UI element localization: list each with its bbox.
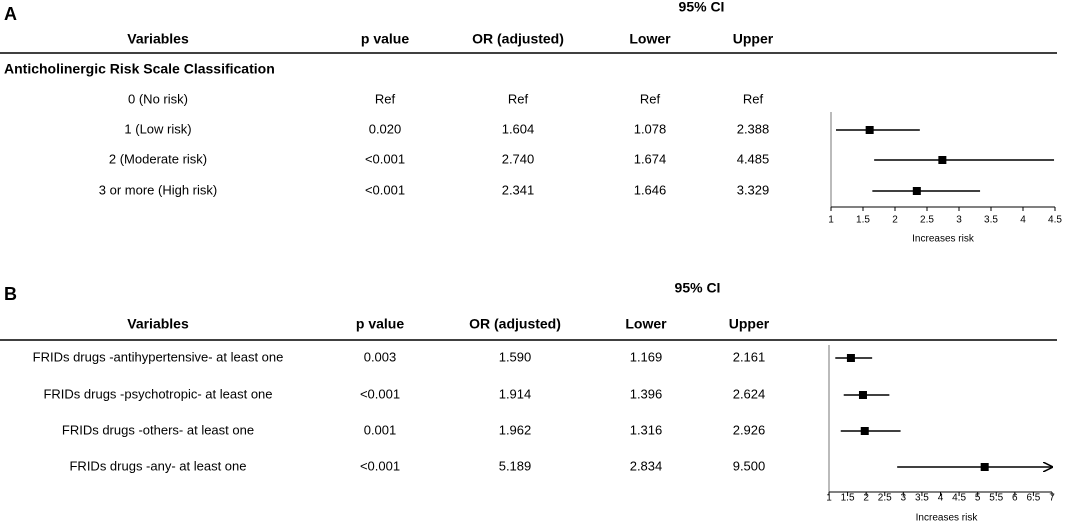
row-label: 1 (Low risk)	[124, 121, 191, 136]
p-value: <0.001	[365, 151, 405, 166]
column-header: Variables	[127, 31, 189, 47]
x-tick-label: 6	[1012, 493, 1018, 504]
column-header: Lower	[629, 31, 671, 47]
x-tick-label: 1	[828, 215, 834, 226]
x-tick-label: 5	[975, 493, 981, 504]
or-marker	[865, 126, 874, 134]
ci-upper: 4.485	[737, 151, 770, 166]
column-header: OR (adjusted)	[469, 316, 561, 332]
panel-label: B	[4, 284, 17, 304]
p-value: 0.020	[369, 121, 402, 136]
or-marker	[846, 354, 855, 362]
ci-upper: 2.388	[737, 121, 770, 136]
odds-ratio: 1.604	[502, 121, 535, 136]
x-tick-label: 2	[863, 493, 869, 504]
ci-upper: Ref	[743, 91, 764, 106]
x-tick-label: 3.5	[915, 493, 929, 504]
or-marker	[980, 463, 989, 471]
p-value: Ref	[375, 91, 396, 106]
p-value: 0.003	[364, 349, 397, 364]
or-marker	[912, 187, 921, 195]
odds-ratio: 1.962	[499, 422, 532, 437]
x-tick-label: 4	[938, 493, 944, 504]
column-header: Upper	[729, 316, 770, 332]
x-tick-label: 3	[901, 493, 907, 504]
x-tick-label: 3.5	[984, 215, 998, 226]
p-value: <0.001	[360, 458, 400, 473]
row-label: 3 or more (High risk)	[99, 182, 217, 197]
odds-ratio: 2.341	[502, 182, 535, 197]
or-marker	[938, 156, 947, 164]
row-label: FRIDs drugs -antihypertensive- at least …	[33, 349, 284, 364]
ci-upper: 3.329	[737, 182, 770, 197]
ci-upper: 2.161	[733, 349, 766, 364]
ci-lower: 1.674	[634, 151, 667, 166]
column-header: Variables	[127, 316, 189, 332]
ci-upper: 9.500	[733, 458, 766, 473]
row-label: 0 (No risk)	[128, 91, 188, 106]
x-tick-label: 7	[1049, 493, 1055, 504]
column-header: OR (adjusted)	[472, 31, 564, 47]
x-tick-label: 2.5	[878, 493, 892, 504]
or-marker	[858, 391, 867, 399]
column-header: p value	[356, 316, 404, 332]
ci-upper: 2.624	[733, 386, 766, 401]
x-tick-label: 6.5	[1026, 493, 1040, 504]
x-tick-label: 4.5	[952, 493, 966, 504]
x-axis-label: Increases risk	[916, 513, 979, 524]
ci-lower: 1.169	[630, 349, 663, 364]
odds-ratio: 2.740	[502, 151, 535, 166]
x-tick-label: 1	[826, 493, 832, 504]
ci-lower: 1.396	[630, 386, 663, 401]
x-tick-label: 4.5	[1048, 215, 1062, 226]
ci-header: 95% CI	[679, 0, 725, 15]
row-label: FRIDs drugs -psychotropic- at least one	[43, 386, 272, 401]
x-tick-label: 2	[892, 215, 898, 226]
ci-lower: 1.646	[634, 182, 667, 197]
ci-lower: 1.316	[630, 422, 663, 437]
x-tick-label: 2.5	[920, 215, 934, 226]
p-value: <0.001	[360, 386, 400, 401]
ci-header: 95% CI	[675, 280, 721, 296]
x-tick-label: 5.5	[989, 493, 1003, 504]
column-header: Lower	[625, 316, 667, 332]
ci-upper: 2.926	[733, 422, 766, 437]
ci-lower: 2.834	[630, 458, 663, 473]
row-label: 2 (Moderate risk)	[109, 151, 207, 166]
x-tick-label: 3	[956, 215, 962, 226]
x-tick-label: 1.5	[841, 493, 855, 504]
odds-ratio: 1.914	[499, 386, 532, 401]
x-tick-label: 1.5	[856, 215, 870, 226]
ci-lower: 1.078	[634, 121, 667, 136]
p-value: 0.001	[364, 422, 397, 437]
column-header: Upper	[733, 31, 774, 47]
row-label: FRIDs drugs -any- at least one	[69, 458, 246, 473]
odds-ratio: 1.590	[499, 349, 532, 364]
odds-ratio: 5.189	[499, 458, 532, 473]
panel-label: A	[4, 4, 17, 24]
group-label: Anticholinergic Risk Scale Classificatio…	[4, 61, 275, 77]
or-marker	[860, 427, 869, 435]
column-header: p value	[361, 31, 409, 47]
odds-ratio: Ref	[508, 91, 529, 106]
x-tick-label: 4	[1020, 215, 1026, 226]
row-label: FRIDs drugs -others- at least one	[62, 422, 254, 437]
p-value: <0.001	[365, 182, 405, 197]
x-axis-label: Increases risk	[912, 234, 975, 245]
ci-lower: Ref	[640, 91, 661, 106]
